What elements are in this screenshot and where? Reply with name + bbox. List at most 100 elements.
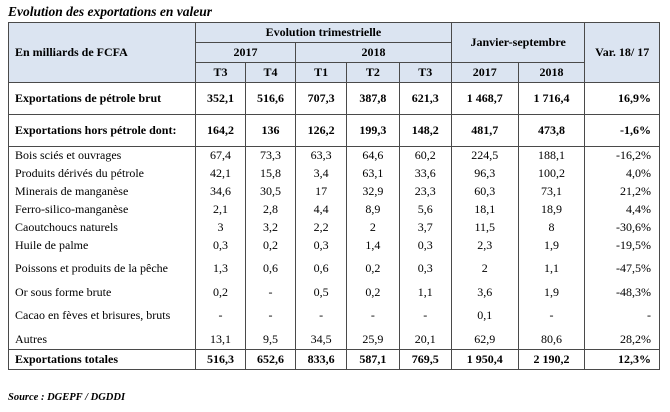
table-cell: 0,3 <box>295 236 348 255</box>
table-cell: 224,5 <box>450 146 519 165</box>
table-cell: 11,5 <box>450 218 519 237</box>
table-cell: 1,1 <box>398 282 452 302</box>
table-cell: 3,4 <box>295 164 348 183</box>
table-cell: 0,2 <box>244 236 297 255</box>
table-cell: - <box>346 301 400 330</box>
table-cell: 17 <box>295 182 348 201</box>
table-cell: 199,3 <box>346 114 400 147</box>
table-cell: - <box>244 301 297 330</box>
table-cell: 33,6 <box>398 164 452 183</box>
table-cell: -30,6% <box>584 218 660 237</box>
table-cell: 1,1 <box>517 254 586 283</box>
table-cell: -19,5% <box>584 236 660 255</box>
table-cell: 587,1 <box>346 349 400 370</box>
table-cell: 16,9% <box>584 82 660 115</box>
table-caption: Evolution des exportations en valeur <box>8 4 213 19</box>
table-cell: 4,4% <box>584 200 660 219</box>
table-cell: 164,2 <box>194 114 246 147</box>
table-cell: 25,9 <box>346 329 400 350</box>
quarterly-group-header: Evolution trimestrielle <box>194 22 452 43</box>
row-label: Autres <box>8 329 196 350</box>
table-cell: 67,4 <box>194 146 246 165</box>
table-cell: 0,6 <box>295 254 348 283</box>
table-row: Exportations hors pétrole dont: 164,2 13… <box>8 114 660 147</box>
table-cell: - <box>244 282 297 302</box>
table-cell: 34,5 <box>295 329 348 350</box>
col-header: T3 <box>398 62 452 83</box>
table-cell: 3,2 <box>244 218 297 237</box>
table-cell: 0,5 <box>295 282 348 302</box>
table-row: Cacao en fèves et brisures, bruts - - - … <box>8 301 660 330</box>
table-row: Huile de palme 0,3 0,2 0,3 1,4 0,3 2,3 1… <box>8 236 660 255</box>
table-cell: 12,3% <box>584 349 660 370</box>
row-label: Cacao en fèves et brisures, bruts <box>8 301 196 330</box>
table-cell: 21,2% <box>584 182 660 201</box>
variation-header: Var. 18/ 17 <box>584 22 660 83</box>
col-header: T1 <box>295 62 348 83</box>
table-cell: 8 <box>517 218 586 237</box>
table-cell: 2 <box>346 218 400 237</box>
table-cell: 9,5 <box>244 329 297 350</box>
table-cell: 73,3 <box>244 146 297 165</box>
table-cell: 0,2 <box>346 282 400 302</box>
table-cell: -1,6% <box>584 114 660 147</box>
table-cell: 5,6 <box>398 200 452 219</box>
year-2017-header: 2017 <box>194 42 297 63</box>
table-cell: 1,9 <box>517 282 586 302</box>
table-cell: 188,1 <box>517 146 586 165</box>
table-cell: 18,9 <box>517 200 586 219</box>
row-label: Huile de palme <box>8 236 196 255</box>
row-label: Minerais de manganèse <box>8 182 196 201</box>
table-cell: 28,2% <box>584 329 660 350</box>
table-cell: 20,1 <box>398 329 452 350</box>
table-cell: 3,7 <box>398 218 452 237</box>
year-2018-header: 2018 <box>295 42 452 63</box>
table-row: Caoutchoucs naturels 3 3,2 2,2 2 3,7 11,… <box>8 218 660 237</box>
table-cell: 0,2 <box>194 282 246 302</box>
table-cell: 2,2 <box>295 218 348 237</box>
table-cell: 1 716,4 <box>517 82 586 115</box>
table-row: Bois sciés et ouvrages 67,4 73,3 63,3 64… <box>8 146 660 165</box>
table-cell: 4,0% <box>584 164 660 183</box>
table-cell: 621,3 <box>398 82 452 115</box>
table-cell: 516,6 <box>244 82 297 115</box>
table-row-total: Exportations totales 516,3 652,6 833,6 5… <box>8 349 660 370</box>
table-cell: 15,8 <box>244 164 297 183</box>
table-cell: 3,6 <box>450 282 519 302</box>
table-cell: 18,1 <box>450 200 519 219</box>
row-label: Poissons et produits de la pêche <box>8 254 196 283</box>
table-cell: 481,7 <box>450 114 519 147</box>
table-cell: 136 <box>244 114 297 147</box>
table-row: Or sous forme brute 0,2 - 0,5 0,2 1,1 3,… <box>8 282 660 302</box>
table-cell: 13,1 <box>194 329 246 350</box>
table-cell: 833,6 <box>295 349 348 370</box>
table-cell: 1 950,4 <box>450 349 519 370</box>
table-cell: 60,3 <box>450 182 519 201</box>
table-cell: 73,1 <box>517 182 586 201</box>
table-cell: 352,1 <box>194 82 246 115</box>
table-cell: 1,3 <box>194 254 246 283</box>
table-cell: -16,2% <box>584 146 660 165</box>
table-cell: 62,9 <box>450 329 519 350</box>
table-cell: -47,5% <box>584 254 660 283</box>
table-cell: 63,1 <box>346 164 400 183</box>
table-cell: 1 468,7 <box>450 82 519 115</box>
table-cell: 0,1 <box>450 301 519 330</box>
table-cell: 60,2 <box>398 146 452 165</box>
table-cell: -48,3% <box>584 282 660 302</box>
source-note: Source : DGEPF / DGDDI <box>8 392 126 403</box>
col-header: T4 <box>244 62 297 83</box>
table-cell: 8,9 <box>346 200 400 219</box>
unit-label-header: En milliards de FCFA <box>8 22 196 83</box>
table-cell: 100,2 <box>517 164 586 183</box>
table-cell: 0,6 <box>244 254 297 283</box>
col-header: 2017 <box>450 62 519 83</box>
table-cell: - <box>398 301 452 330</box>
table-cell: 34,6 <box>194 182 246 201</box>
table-cell: - <box>517 301 586 330</box>
table-cell: 30,5 <box>244 182 297 201</box>
row-label: Bois sciés et ouvrages <box>8 146 196 165</box>
table-cell: 387,8 <box>346 82 400 115</box>
table-row: Minerais de manganèse 34,6 30,5 17 32,9 … <box>8 182 660 201</box>
table-cell: 0,3 <box>398 236 452 255</box>
